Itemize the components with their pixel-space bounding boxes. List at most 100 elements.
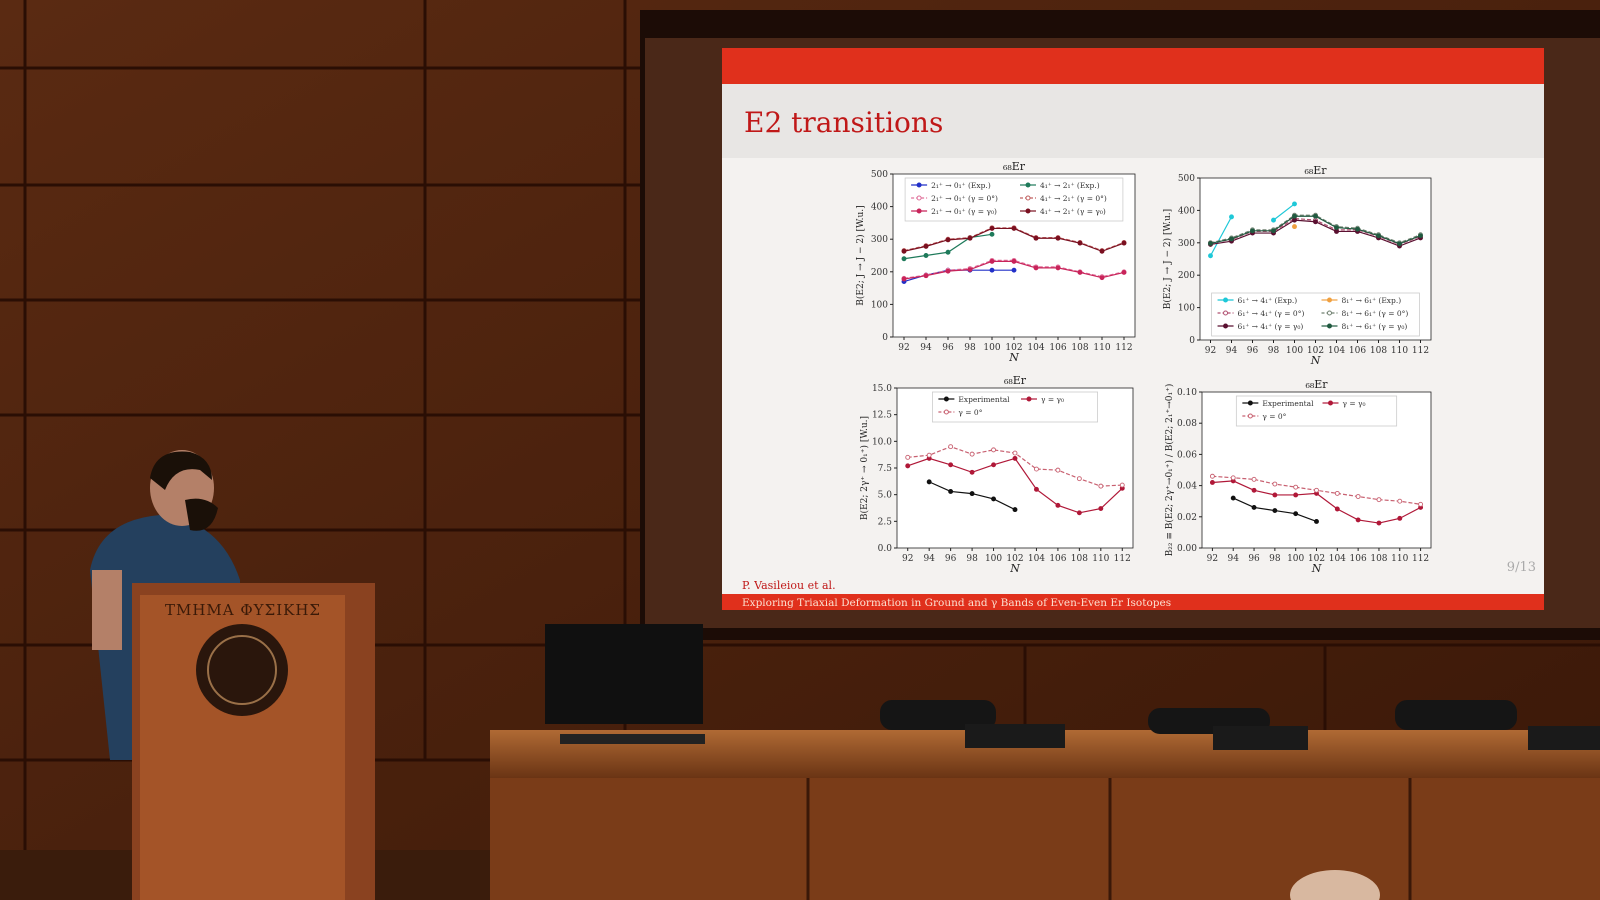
legend-marker	[1223, 323, 1229, 329]
y-tick-label: 0.10	[1177, 388, 1197, 398]
data-point	[1099, 248, 1105, 254]
phone	[1213, 726, 1308, 750]
x-tick-label: 98	[964, 343, 976, 353]
legend-marker	[1025, 195, 1031, 201]
x-tick-label: 106	[1049, 343, 1066, 353]
x-tick-label: 110	[1093, 343, 1110, 353]
chair	[1395, 700, 1517, 730]
data-point	[948, 489, 954, 494]
data-point	[1334, 506, 1340, 512]
legend-marker	[1327, 310, 1332, 316]
y-axis-label: B(E2; 2γ⁺ → 0₁⁺) [W.u.]	[859, 416, 870, 520]
podium-emblem-ring	[207, 635, 277, 705]
x-tick-label: 92	[1205, 346, 1216, 356]
data-point	[1272, 508, 1278, 514]
data-point	[1272, 492, 1278, 498]
data-point	[1292, 213, 1297, 219]
x-axis-label: N	[1311, 562, 1322, 575]
data-point	[1121, 270, 1127, 275]
data-point	[1034, 486, 1039, 492]
data-point	[1376, 497, 1382, 503]
legend-label: γ = γ₀	[1343, 399, 1366, 408]
data-point	[1012, 450, 1018, 456]
y-tick-label: 200	[871, 268, 888, 278]
y-tick-label: 0	[1189, 336, 1195, 346]
x-tick-label: 96	[945, 554, 957, 564]
y-tick-label: 7.5	[878, 464, 893, 474]
data-point	[1397, 515, 1403, 521]
data-point	[1251, 487, 1257, 493]
y-tick-label: 400	[1178, 206, 1195, 216]
y-tick-label: 10.0	[872, 437, 892, 447]
data-point	[1055, 467, 1061, 473]
y-tick-label: 0.0	[878, 544, 893, 554]
data-point	[1099, 275, 1105, 281]
y-tick-label: 200	[1178, 271, 1195, 281]
data-point	[1418, 501, 1424, 507]
data-point	[989, 258, 995, 264]
legend-label: 6₁⁺ → 4₁⁺ (γ = γ₀)	[1238, 322, 1304, 331]
data-point	[1292, 201, 1297, 207]
x-tick-label: 108	[1370, 554, 1387, 564]
legend-label: 8₁⁺ → 6₁⁺ (Exp.)	[1342, 296, 1402, 305]
keyboard	[560, 734, 705, 744]
x-tick-label: 104	[1028, 554, 1045, 564]
data-point	[1314, 487, 1319, 493]
data-point	[1251, 476, 1257, 482]
data-point	[989, 225, 995, 231]
y-tick-label: 0.02	[1177, 513, 1197, 523]
y-axis-label: B(E2; J → J − 2) [W.u.]	[1162, 209, 1173, 309]
x-tick-label: 102	[1005, 343, 1022, 353]
legend-box	[904, 177, 1124, 222]
legend-box	[932, 391, 1099, 423]
legend-label: 2₁⁺ → 0₁⁺ (Exp.)	[931, 181, 991, 190]
legend-label: 8₁⁺ → 6₁⁺ (γ = γ₀)	[1342, 322, 1408, 331]
y-tick-label: 0.04	[1177, 482, 1197, 492]
data-point	[1055, 235, 1061, 241]
chart: 0.0 2.5 5.0 7.5 10.0 12.5 15.0 92 94 96 98 100 102 10…	[859, 374, 1134, 575]
data-point	[1355, 494, 1361, 499]
x-tick-label: 98	[1268, 346, 1280, 356]
data-point	[1397, 498, 1403, 504]
data-point	[1292, 217, 1297, 223]
data-point	[1418, 233, 1423, 239]
desk-seams	[806, 778, 1412, 900]
x-tick-label: 92	[902, 554, 913, 564]
podium-emblem	[196, 624, 288, 716]
slide-title: E2 transitions	[744, 106, 943, 139]
legend-marker	[916, 195, 922, 201]
data-point	[967, 235, 973, 241]
data-point	[923, 243, 929, 249]
data-point	[945, 268, 951, 274]
data-point	[945, 249, 951, 255]
y-tick-label: 500	[1178, 174, 1195, 184]
phone	[965, 724, 1065, 748]
data-point	[1314, 519, 1319, 524]
data-point	[1251, 504, 1257, 510]
data-point	[1334, 229, 1339, 234]
y-tick-label: 5.0	[878, 491, 893, 501]
x-tick-label: 104	[1328, 346, 1345, 356]
monitor	[545, 624, 703, 724]
data-point	[1055, 265, 1061, 271]
legend-label: 8₁⁺ → 6₁⁺ (γ = 0°)	[1342, 309, 1409, 318]
y-axis-label: B₂₂ ≡ B(E2; 2γ⁺→0₁⁺) / B(E2; 2₁⁺→0₁⁺)	[1164, 384, 1175, 557]
data-point	[967, 267, 973, 272]
y-tick-label: 500	[871, 170, 888, 180]
legend-marker	[1223, 297, 1229, 303]
x-tick-label: 110	[1391, 554, 1408, 564]
data-point	[1012, 455, 1018, 461]
data-point	[901, 248, 907, 254]
legend-marker	[1025, 182, 1031, 188]
y-tick-label: 100	[871, 300, 888, 310]
x-axis-label: N	[1008, 351, 1019, 364]
y-tick-label: 300	[1178, 239, 1195, 249]
data-point	[1209, 473, 1215, 479]
data-point	[1292, 224, 1297, 230]
x-tick-label: 112	[1115, 343, 1132, 353]
data-point	[1208, 240, 1213, 246]
y-tick-label: 0	[882, 333, 888, 343]
x-tick-label: 96	[942, 343, 954, 353]
x-tick-label: 100	[1287, 554, 1304, 564]
data-point	[905, 463, 911, 469]
